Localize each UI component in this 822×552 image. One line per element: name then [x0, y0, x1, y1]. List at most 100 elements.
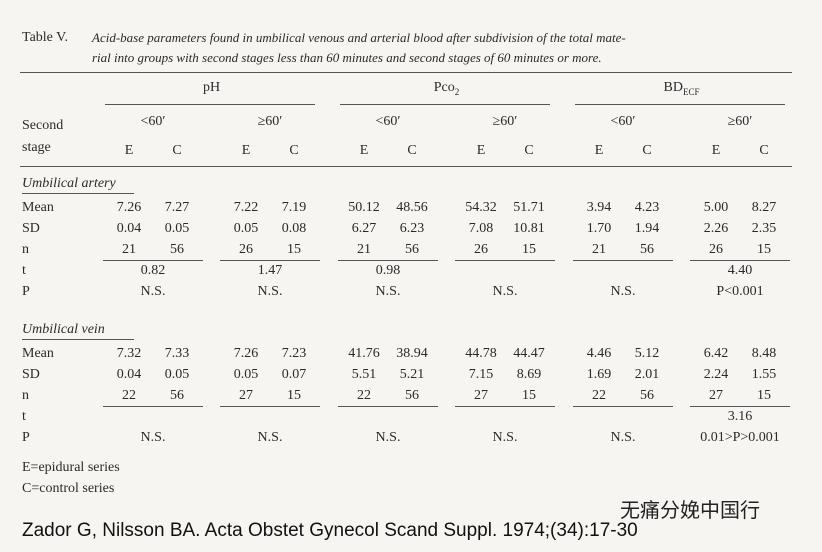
stage-label: stage	[22, 140, 51, 155]
cell: 56	[405, 388, 419, 403]
cell: 22	[592, 388, 606, 403]
cell: 8.27	[751, 200, 777, 215]
cell: 7.26	[233, 346, 259, 361]
cell: 5.00	[703, 200, 729, 215]
rule	[105, 104, 315, 105]
cell: 56	[405, 242, 419, 257]
parameter-header: Pco2	[434, 80, 460, 100]
cell: 27	[709, 388, 723, 403]
cell: 22	[122, 388, 136, 403]
watermark: 无痛分娩中国行	[620, 498, 760, 522]
cell: 15	[757, 388, 771, 403]
cell: 38.94	[396, 346, 428, 361]
series-label: C	[172, 143, 182, 158]
cell: 21	[122, 242, 136, 257]
row-label: t	[22, 409, 26, 424]
cell: 10.81	[513, 221, 545, 236]
cell: 21	[357, 242, 371, 257]
cell: 50.12	[348, 200, 380, 215]
cell: 44.47	[513, 346, 545, 361]
cell: 3.94	[586, 200, 612, 215]
group-header: ≥60′	[492, 114, 518, 129]
rule	[690, 260, 790, 261]
group-cell: 0.98	[375, 263, 401, 278]
cell: 2.26	[703, 221, 729, 236]
cell: 0.05	[164, 367, 190, 382]
rule	[455, 260, 555, 261]
group-header: <60′	[610, 114, 636, 129]
series-label: E	[124, 143, 134, 158]
group-cell: 1.47	[257, 263, 283, 278]
rule	[103, 406, 203, 407]
rule	[338, 406, 438, 407]
cell: 26	[239, 242, 253, 257]
group-cell: 3.16	[727, 409, 753, 424]
cell: 54.32	[465, 200, 497, 215]
group-header: <60′	[375, 114, 401, 129]
group-cell: N.S.	[375, 284, 401, 299]
cell: 2.35	[751, 221, 777, 236]
row-label: t	[22, 263, 26, 278]
cell: 27	[474, 388, 488, 403]
cell: 26	[709, 242, 723, 257]
series-label: C	[524, 143, 534, 158]
caption-line: rial into groups with second stages less…	[92, 50, 602, 65]
group-cell: 4.40	[727, 263, 753, 278]
group-cell: N.S.	[257, 284, 283, 299]
series-label: C	[642, 143, 652, 158]
cell: 21	[592, 242, 606, 257]
cell: 6.27	[351, 221, 377, 236]
row-label: SD	[22, 367, 40, 382]
cell: 0.05	[164, 221, 190, 236]
cell: 15	[757, 242, 771, 257]
section-title: Umbilical artery	[22, 176, 116, 191]
row-label: Mean	[22, 346, 54, 361]
cell: 51.71	[513, 200, 545, 215]
rule	[20, 166, 792, 167]
caption-line: Acid-base parameters found in umbilical …	[92, 30, 626, 45]
cell: 1.69	[586, 367, 612, 382]
section-title: Umbilical vein	[22, 322, 105, 337]
cell: 44.78	[465, 346, 497, 361]
cell: 0.08	[281, 221, 307, 236]
group-cell: N.S.	[140, 430, 166, 445]
cell: 6.23	[399, 221, 425, 236]
cell: 7.19	[281, 200, 307, 215]
series-label: E	[359, 143, 369, 158]
group-cell: 0.01>P>0.001	[700, 430, 780, 445]
cell: 7.22	[233, 200, 259, 215]
cell: 8.48	[751, 346, 777, 361]
table-label: Table V.	[22, 30, 68, 45]
parameter-header: BDECF	[664, 80, 700, 100]
rule	[575, 104, 785, 105]
rule	[690, 406, 790, 407]
rule	[22, 339, 134, 340]
cell: 7.15	[468, 367, 494, 382]
cell: 1.94	[634, 221, 660, 236]
cell: 15	[522, 388, 536, 403]
row-label: n	[22, 388, 29, 403]
footnote: C=control series	[22, 481, 115, 496]
row-label: SD	[22, 221, 40, 236]
parameter-sub: 2	[454, 86, 460, 97]
cell: 7.23	[281, 346, 307, 361]
cell: 15	[522, 242, 536, 257]
cell: 56	[640, 242, 654, 257]
group-cell: P<0.001	[716, 284, 764, 299]
parameter-name: BD	[663, 80, 683, 95]
cell: 7.27	[164, 200, 190, 215]
series-label: E	[476, 143, 486, 158]
cell: 56	[170, 242, 184, 257]
parameter-name: pH	[202, 80, 221, 95]
group-header: ≥60′	[727, 114, 753, 129]
cell: 4.46	[586, 346, 612, 361]
cell: 41.76	[348, 346, 380, 361]
cell: 5.51	[351, 367, 377, 382]
cell: 22	[357, 388, 371, 403]
cell: 5.21	[399, 367, 425, 382]
group-cell: N.S.	[140, 284, 166, 299]
cell: 8.69	[516, 367, 542, 382]
rule	[220, 260, 320, 261]
cell: 1.55	[751, 367, 777, 382]
